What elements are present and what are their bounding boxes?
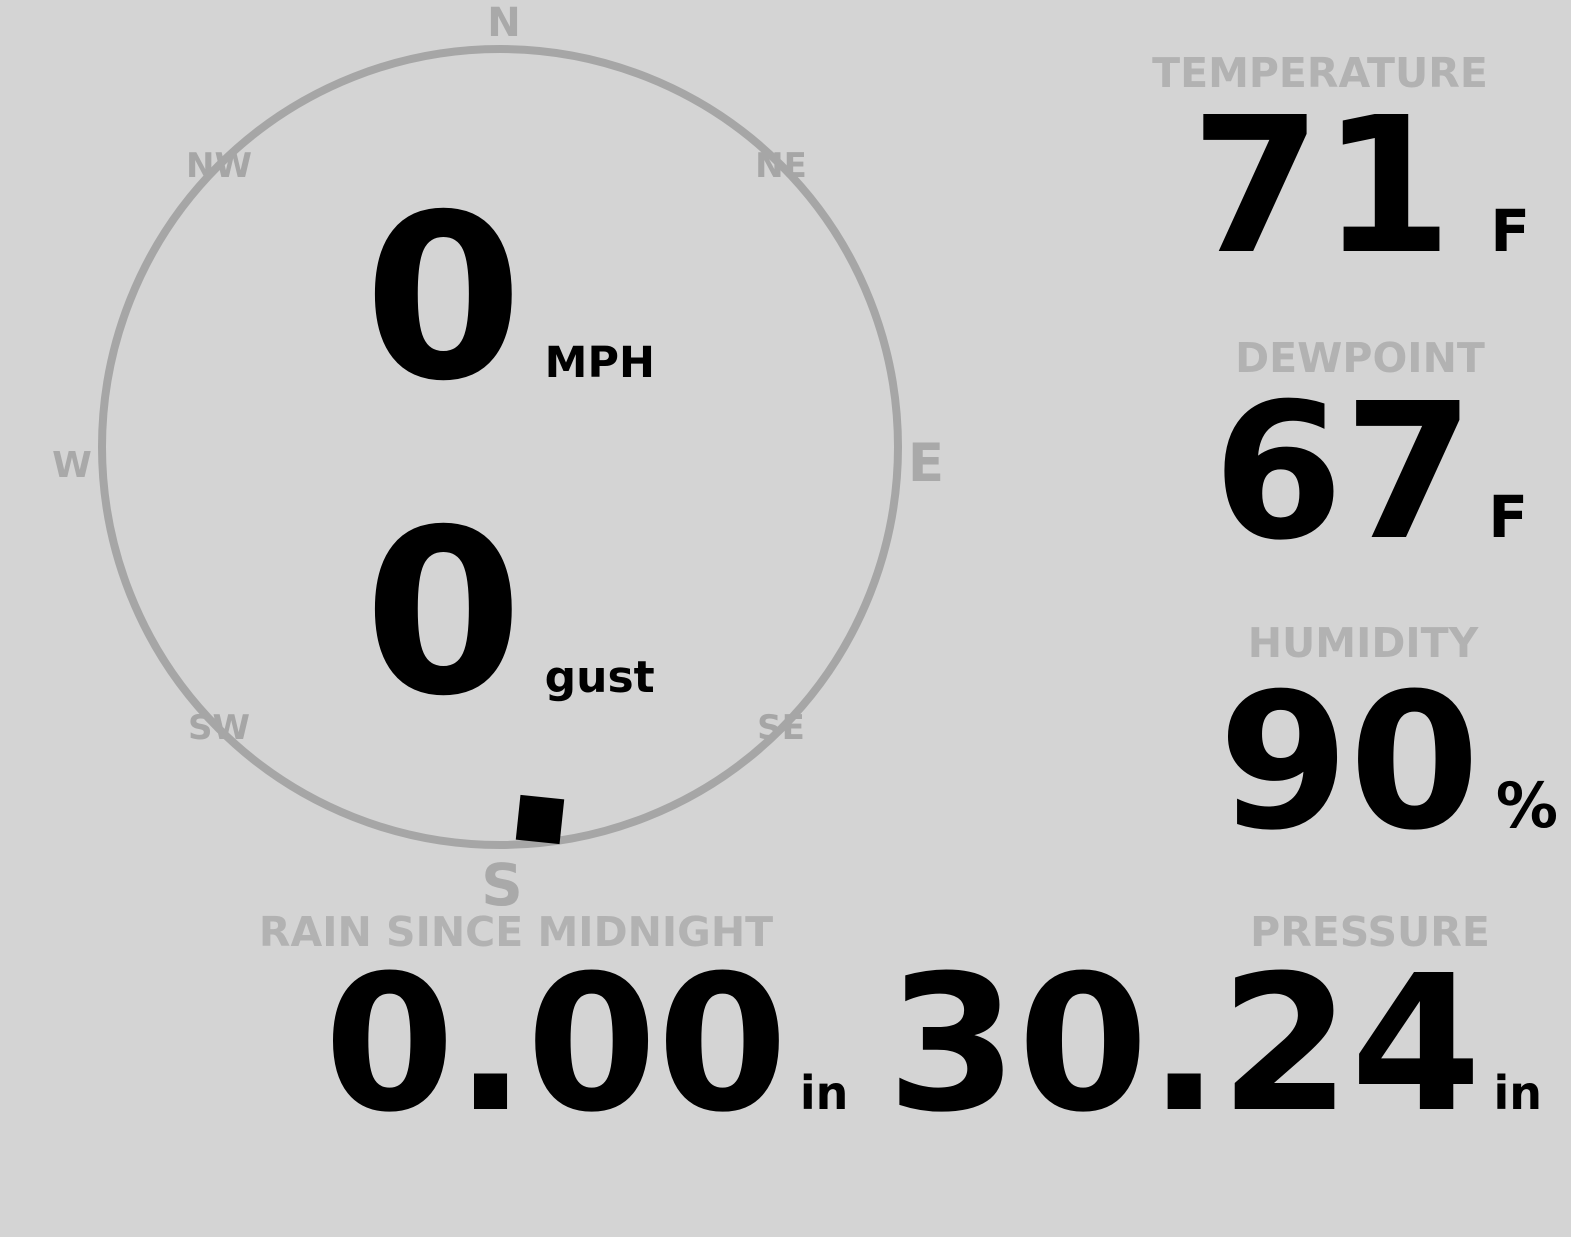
wind-gust-unit: gust (544, 652, 655, 703)
rain-value: 0.00 (324, 935, 788, 1154)
dewpoint-unit: F (1488, 483, 1528, 551)
pressure-reading: 30.24 in (887, 951, 1542, 1139)
dewpoint-reading: 67 F (1213, 379, 1528, 567)
temperature-label: TEMPERATURE (1152, 49, 1488, 97)
compass-label-northwest: NW (186, 146, 252, 186)
wind-speed-unit: MPH (544, 338, 655, 388)
pressure-value: 30.24 (886, 935, 1482, 1154)
wind-speed-value: 0 (364, 165, 523, 431)
compass-label-north: N (487, 0, 521, 46)
temperature-value: 71 (1190, 77, 1453, 296)
compass-label-northeast: NE (755, 146, 807, 186)
compass-label-southeast: SE (757, 708, 805, 748)
rain-label: RAIN SINCE MIDNIGHT (258, 908, 774, 956)
compass-label-west: W (52, 445, 92, 486)
humidity-unit: % (1495, 769, 1558, 842)
compass-label-east: E (907, 433, 945, 494)
dewpoint-value: 67 (1212, 363, 1475, 582)
compass-label-southwest: SW (188, 708, 250, 748)
pressure-label: PRESSURE (1250, 908, 1490, 956)
rain-unit: in (799, 1066, 849, 1120)
pressure-unit: in (1493, 1066, 1542, 1120)
temperature-unit: F (1490, 197, 1530, 265)
temperature-reading: 71 F (1191, 93, 1530, 281)
wind-speed: 0 MPH (364, 184, 655, 412)
compass-label-south: S (481, 851, 523, 919)
humidity-value: 90 (1218, 653, 1480, 872)
wind-gust: 0 gust (364, 499, 655, 727)
dewpoint-label: DEWPOINT (1235, 334, 1485, 382)
wind-direction-marker-icon (515, 794, 565, 845)
wind-gust-value: 0 (364, 480, 523, 746)
humidity-label: HUMIDITY (1247, 619, 1479, 667)
rain-reading: 0.00 in (324, 951, 848, 1139)
humidity-reading: 90 % (1218, 669, 1558, 857)
compass-ring (98, 45, 902, 849)
